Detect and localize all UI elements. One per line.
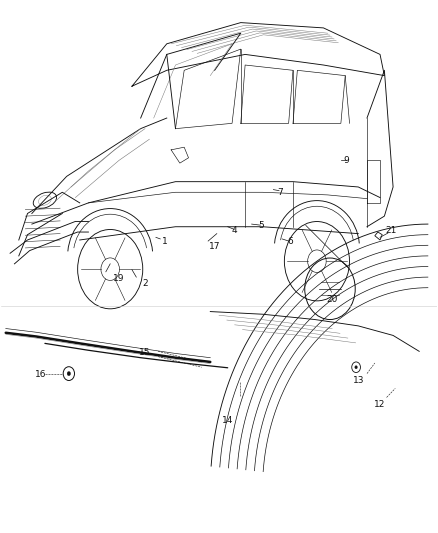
Text: 16: 16: [35, 369, 46, 378]
Text: 14: 14: [222, 416, 233, 425]
Circle shape: [67, 372, 71, 376]
Text: 20: 20: [326, 295, 338, 304]
Text: 9: 9: [344, 156, 350, 165]
Text: 21: 21: [385, 227, 396, 236]
Text: 12: 12: [374, 400, 386, 409]
Text: 6: 6: [287, 237, 293, 246]
Text: 4: 4: [231, 227, 237, 236]
Circle shape: [355, 366, 357, 369]
Text: 15: 15: [139, 349, 151, 358]
Text: 5: 5: [258, 221, 264, 230]
Text: 2: 2: [142, 279, 148, 288]
Text: 1: 1: [162, 237, 167, 246]
Text: 17: 17: [209, 243, 220, 252]
Text: 19: 19: [113, 274, 125, 283]
Text: 7: 7: [277, 188, 283, 197]
Text: 13: 13: [353, 376, 364, 385]
